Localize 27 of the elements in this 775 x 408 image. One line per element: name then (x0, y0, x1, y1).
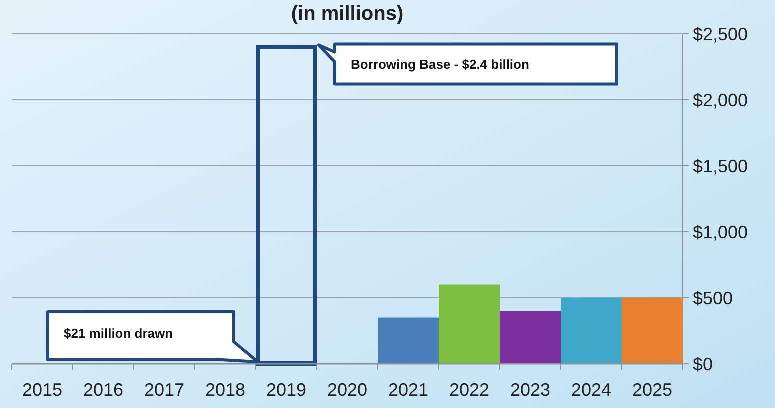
y-tick-label: $0 (693, 354, 714, 374)
callout: $21 million drawn (46, 310, 260, 364)
x-tick-label: 2023 (510, 380, 551, 400)
y-tick-label: $2,500 (693, 24, 748, 44)
bar (439, 284, 500, 364)
x-tick-label: 2021 (388, 380, 429, 400)
chart-title: (in millions) (291, 3, 404, 25)
x-tick-label: 2024 (571, 380, 612, 400)
bar (622, 298, 683, 364)
y-tick-label: $500 (693, 288, 734, 308)
x-tick-label: 2022 (449, 380, 490, 400)
bar (500, 311, 561, 364)
x-tick-label: 2020 (327, 380, 368, 400)
annotation: $21 million drawn (64, 326, 174, 341)
x-tick-label: 2018 (205, 380, 246, 400)
y-tick-label: $1,500 (693, 156, 748, 176)
annotation: Borrowing Base - $2.4 billion (351, 57, 530, 72)
x-tick-label: 2017 (144, 380, 185, 400)
x-tick-label: 2015 (22, 380, 63, 400)
x-tick-label: 2019 (266, 380, 307, 400)
x-tick-label: 2025 (632, 380, 673, 400)
y-tick-label: $2,000 (693, 90, 748, 110)
bar (561, 298, 622, 364)
bar (378, 318, 439, 364)
y-tick-label: $1,000 (693, 222, 748, 242)
x-tick-label: 2016 (83, 380, 124, 400)
callout: Borrowing Base - $2.4 billion (318, 42, 618, 86)
